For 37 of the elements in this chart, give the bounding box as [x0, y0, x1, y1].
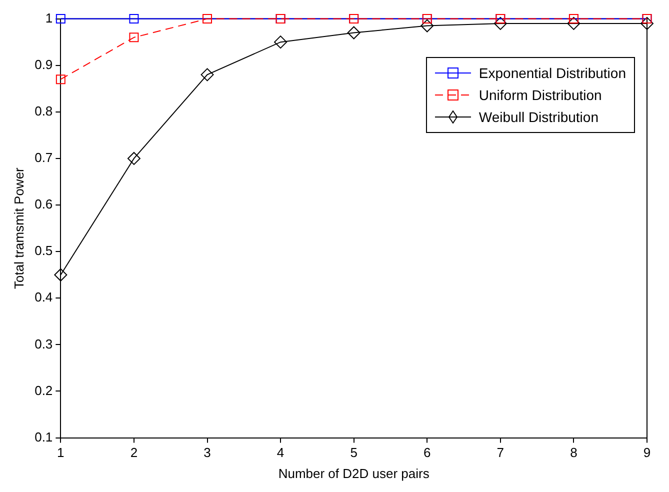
x-tick-label: 4 — [276, 445, 284, 460]
y-tick-label: 0.2 — [34, 382, 53, 398]
y-tick-label: 0.6 — [34, 196, 53, 212]
point — [420, 19, 434, 32]
point — [129, 14, 139, 24]
y-tick-label: 0.9 — [34, 56, 53, 72]
y-axis-title: Total tramsmit Power — [11, 166, 26, 289]
x-tick-label: 7 — [496, 445, 504, 460]
point — [200, 68, 214, 82]
y-tick-label: 0.1 — [34, 429, 53, 444]
point — [567, 16, 580, 30]
legend-label: Uniform Distribution — [478, 86, 602, 105]
point — [640, 16, 654, 30]
point — [56, 74, 66, 84]
point — [129, 32, 139, 42]
x-tick-label: 3 — [204, 445, 211, 460]
y-tick-label: 1 — [45, 10, 53, 26]
x-tick-label: 6 — [424, 445, 431, 460]
point — [274, 36, 288, 49]
x-tick-label: 8 — [570, 445, 578, 460]
y-tick-label: 0.3 — [34, 336, 53, 352]
x-tick-label: 1 — [57, 445, 64, 460]
x-tick-label: 5 — [350, 445, 358, 460]
legend-label: Exponential Distribution — [478, 64, 626, 83]
y-tick-label: 0.8 — [34, 103, 53, 118]
legend-label: Weibull Distribution — [478, 108, 598, 127]
point — [494, 16, 507, 30]
point — [56, 14, 66, 24]
x-tick-label: 2 — [130, 445, 138, 460]
point — [127, 152, 140, 165]
x-tick-label: 9 — [643, 445, 651, 460]
x-axis-title: Number of D2D user pairs — [278, 466, 430, 481]
y-tick-label: 0.7 — [34, 150, 53, 166]
point — [54, 268, 68, 282]
y-tick-label: 0.5 — [34, 243, 53, 258]
point — [347, 26, 360, 40]
y-tick-label: 0.4 — [34, 290, 53, 305]
